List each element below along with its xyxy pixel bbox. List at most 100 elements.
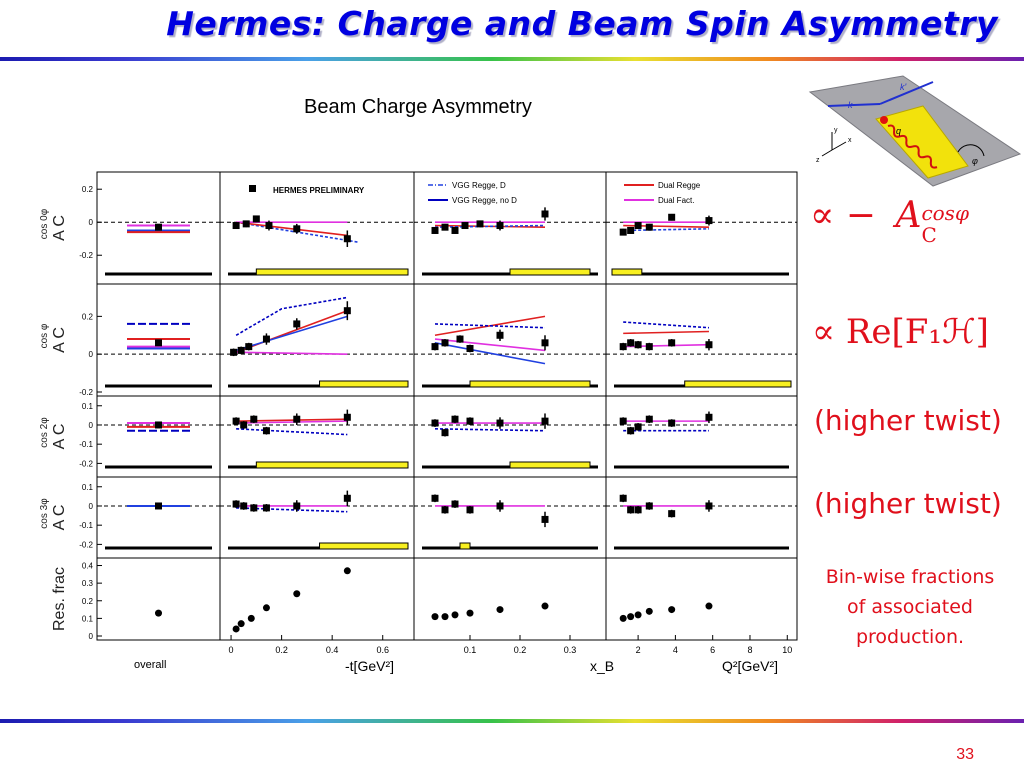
data-point xyxy=(240,502,248,510)
row-label: A C xyxy=(51,215,68,241)
annotation-row5-line3: production. xyxy=(855,626,965,648)
data-point xyxy=(645,223,653,231)
annotation-row3: (higher twist) xyxy=(814,404,1002,437)
panel-frame xyxy=(413,557,607,641)
systematic-band xyxy=(255,461,409,469)
data-point xyxy=(155,421,162,429)
kinematics-diagram: k k' q φ x y z xyxy=(808,75,1022,187)
data-point xyxy=(245,343,253,351)
data-point xyxy=(155,223,162,231)
axis-x xyxy=(831,141,847,151)
y-tick-label: 0.1 xyxy=(82,483,94,492)
data-point xyxy=(242,220,250,228)
legend-dual-regge: Dual Regge xyxy=(658,181,701,190)
model-curve xyxy=(434,338,546,352)
data-point xyxy=(627,506,635,514)
model-curve xyxy=(235,296,348,336)
panel-frame xyxy=(605,557,798,641)
x-tick-label: 2 xyxy=(636,645,641,655)
model-curve xyxy=(434,224,546,228)
x-tick-label: 6 xyxy=(710,645,715,655)
data-point xyxy=(619,614,627,622)
model-curve xyxy=(434,323,546,329)
data-point xyxy=(451,415,459,423)
row-label-sup: cos 2φ xyxy=(39,417,50,448)
panel-frame xyxy=(413,476,607,559)
annotation-row5: Bin-wise fractions of associated product… xyxy=(810,562,1010,652)
row1-sup: cosφ xyxy=(921,201,969,225)
x-tick-label: 0 xyxy=(229,645,234,655)
model-curve xyxy=(236,221,348,237)
systematic-band xyxy=(255,268,409,276)
data-point xyxy=(262,504,270,512)
footer-rule xyxy=(0,719,1024,723)
data-point xyxy=(634,341,642,349)
model-curve xyxy=(434,342,546,365)
legend-vgg-no-d: VGG Regge, no D xyxy=(452,196,517,205)
data-point xyxy=(541,339,549,347)
data-point xyxy=(250,504,258,512)
data-point xyxy=(343,494,351,502)
x-tick-label: 4 xyxy=(673,645,678,655)
row1-sub: C xyxy=(921,223,937,247)
row-label-sup: cos 3φ xyxy=(39,498,50,529)
incoming-lepton-arrow xyxy=(827,103,881,107)
annotation-row5-line1: Bin-wise fractions xyxy=(825,566,995,588)
panel-frame xyxy=(96,395,221,478)
data-point xyxy=(456,335,464,343)
data-point xyxy=(232,500,240,508)
data-point xyxy=(619,228,627,236)
x-label-q2: Q²[GeV²] xyxy=(722,658,778,674)
data-point xyxy=(343,235,351,243)
label-axis-y: y xyxy=(834,127,838,134)
y-tick-label: 0 xyxy=(89,502,94,511)
data-point xyxy=(466,609,474,617)
x-tick-label: 8 xyxy=(747,645,752,655)
row-label: A C xyxy=(51,424,68,450)
x-tick-label: 0.4 xyxy=(326,645,339,655)
data-point xyxy=(466,345,474,353)
data-point xyxy=(155,609,162,617)
panel-frame xyxy=(219,557,415,641)
y-tick-label: 0.4 xyxy=(82,562,94,571)
data-point xyxy=(496,331,504,339)
row-label-sup: cos φ xyxy=(39,323,50,348)
data-point xyxy=(451,226,459,234)
data-point xyxy=(262,335,270,343)
row-label: A C xyxy=(51,327,68,353)
page-number: 33 xyxy=(956,746,974,763)
photon-wavy-line xyxy=(887,124,938,169)
x-tick-label: 0.3 xyxy=(564,645,577,655)
data-point xyxy=(247,614,255,622)
outgoing-lepton-arrow xyxy=(879,81,934,105)
x-tick-label: 0.6 xyxy=(376,645,389,655)
systematic-band xyxy=(509,268,591,276)
label-q: q xyxy=(896,126,901,136)
data-point xyxy=(541,515,549,523)
data-point xyxy=(668,510,676,518)
data-point xyxy=(155,339,162,347)
data-point xyxy=(634,423,642,431)
data-point xyxy=(705,341,713,349)
data-point xyxy=(293,320,301,328)
panel-frame xyxy=(605,476,798,559)
data-point xyxy=(705,413,713,421)
data-point xyxy=(441,339,449,347)
y-tick-label: 0.2 xyxy=(82,597,94,606)
data-point xyxy=(466,506,474,514)
row1-symbol: A xyxy=(895,195,922,236)
x-tick-label: 0.2 xyxy=(514,645,527,655)
data-point xyxy=(634,611,642,619)
data-point xyxy=(619,343,627,351)
interaction-vertex xyxy=(880,116,888,124)
y-tick-label: -0.2 xyxy=(79,540,93,549)
x-tick-label: 0.1 xyxy=(464,645,477,655)
figure-subtitle: Beam Charge Asymmetry xyxy=(304,96,532,118)
phi-angle-arc xyxy=(957,144,985,157)
panel-frame xyxy=(605,283,798,397)
data-point xyxy=(451,500,459,508)
data-point xyxy=(252,215,260,223)
data-point xyxy=(431,343,439,351)
